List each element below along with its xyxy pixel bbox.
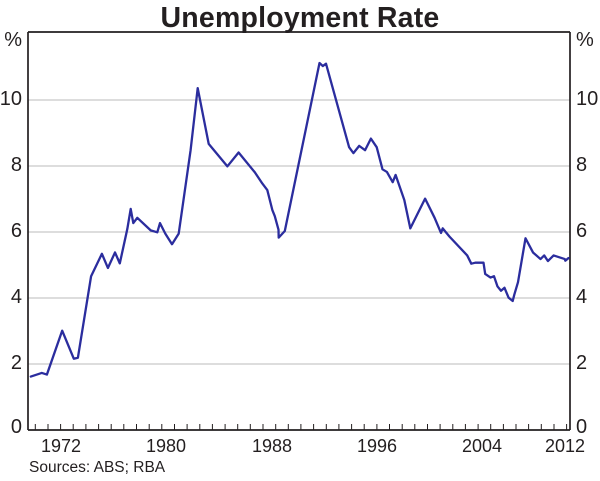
svg-text:8: 8 xyxy=(11,154,22,176)
svg-text:1996: 1996 xyxy=(357,436,397,456)
svg-text:1972: 1972 xyxy=(41,436,81,456)
svg-text:0: 0 xyxy=(576,416,587,438)
svg-text:%: % xyxy=(4,29,22,51)
svg-text:6: 6 xyxy=(576,220,587,242)
svg-text:10: 10 xyxy=(0,88,22,110)
svg-text:1988: 1988 xyxy=(252,436,292,456)
svg-text:0: 0 xyxy=(11,416,22,438)
svg-text:8: 8 xyxy=(576,154,587,176)
svg-text:%: % xyxy=(576,29,594,51)
svg-text:4: 4 xyxy=(576,286,587,308)
svg-text:2: 2 xyxy=(11,352,22,374)
svg-text:2004: 2004 xyxy=(462,436,502,456)
svg-text:10: 10 xyxy=(576,88,598,110)
svg-text:4: 4 xyxy=(11,286,22,308)
svg-text:6: 6 xyxy=(11,220,22,242)
svg-text:2: 2 xyxy=(576,352,587,374)
svg-text:2012: 2012 xyxy=(545,436,585,456)
svg-text:1980: 1980 xyxy=(146,436,186,456)
